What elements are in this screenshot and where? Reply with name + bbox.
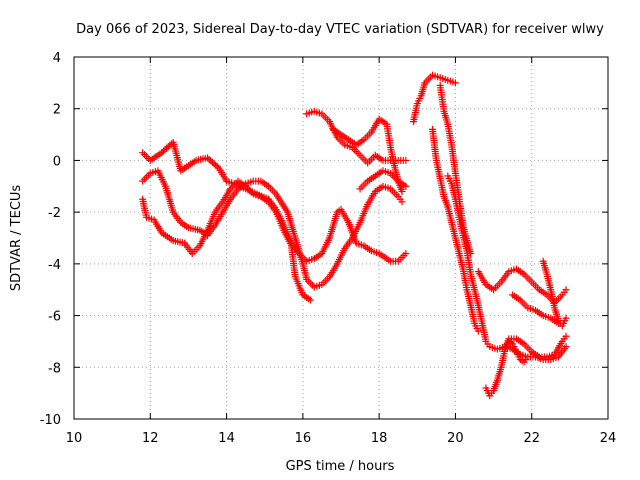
data-point-interp [163,144,171,152]
data-point-interp [161,146,169,154]
series-track-15 [509,291,562,327]
x-tick-label: 22 [523,431,540,446]
data-points [139,71,570,400]
series-track-14 [539,257,570,330]
data-point-interp [207,157,215,165]
x-tick-label: 10 [66,431,83,446]
y-tick-label: -8 [48,361,61,376]
y-tick-label: 0 [53,154,61,169]
data-point-interp [213,163,221,171]
series-track-13 [501,337,532,366]
data-point [306,296,314,304]
data-point [554,319,562,327]
plot-frame [73,56,609,420]
y-tick-label: -4 [48,258,61,273]
y-tick-label: 4 [53,51,61,66]
grid [74,57,608,419]
data-point [398,198,406,206]
data-point [562,332,570,340]
data-point [402,182,410,190]
data-point [158,149,166,157]
y-tick-label: -2 [48,206,61,221]
data-point-interp [164,143,172,151]
y-tick-labels: -10 -8 -6 -4 -2 0 2 4 [40,51,61,428]
x-tick-label: 24 [600,431,617,446]
series-track-2 [139,167,406,291]
x-tick-label: 14 [218,431,235,446]
y-axis-label: SDTVAR / TECUs [9,185,24,292]
data-point [562,286,570,294]
ticks [73,56,609,420]
x-tick-label: 20 [447,431,464,446]
data-point [562,343,570,351]
series-track-9 [429,125,482,335]
data-point [402,250,410,258]
x-axis-label: GPS time / hours [286,459,395,474]
y-tick-label: -10 [40,413,61,428]
data-point-interp [208,158,216,166]
x-tick-labels: 10 12 14 16 18 20 22 24 [66,431,617,446]
x-tick-label: 18 [371,431,388,446]
series-track-3 [139,177,314,304]
data-point-interp [205,155,213,163]
data-point [398,187,406,195]
x-tick-label: 16 [295,431,312,446]
chart-title: Day 066 of 2023, Sidereal Day-to-day VTE… [76,22,604,37]
data-point [562,314,570,322]
data-point [524,353,532,361]
data-point-interp [159,147,167,155]
data-point [402,156,410,164]
y-tick-label: 2 [53,103,61,118]
data-point [451,79,459,87]
x-tick-label: 12 [142,431,159,446]
data-point-interp [166,141,174,149]
data-point-interp [212,161,220,169]
y-tick-label: -6 [48,310,61,325]
data-point [474,327,482,335]
series-track-8 [436,81,475,258]
series-track-7 [409,71,459,126]
data-point [204,154,211,162]
data-point-interp [210,160,218,168]
series-track-6 [356,167,410,193]
series-track-12 [482,332,570,400]
